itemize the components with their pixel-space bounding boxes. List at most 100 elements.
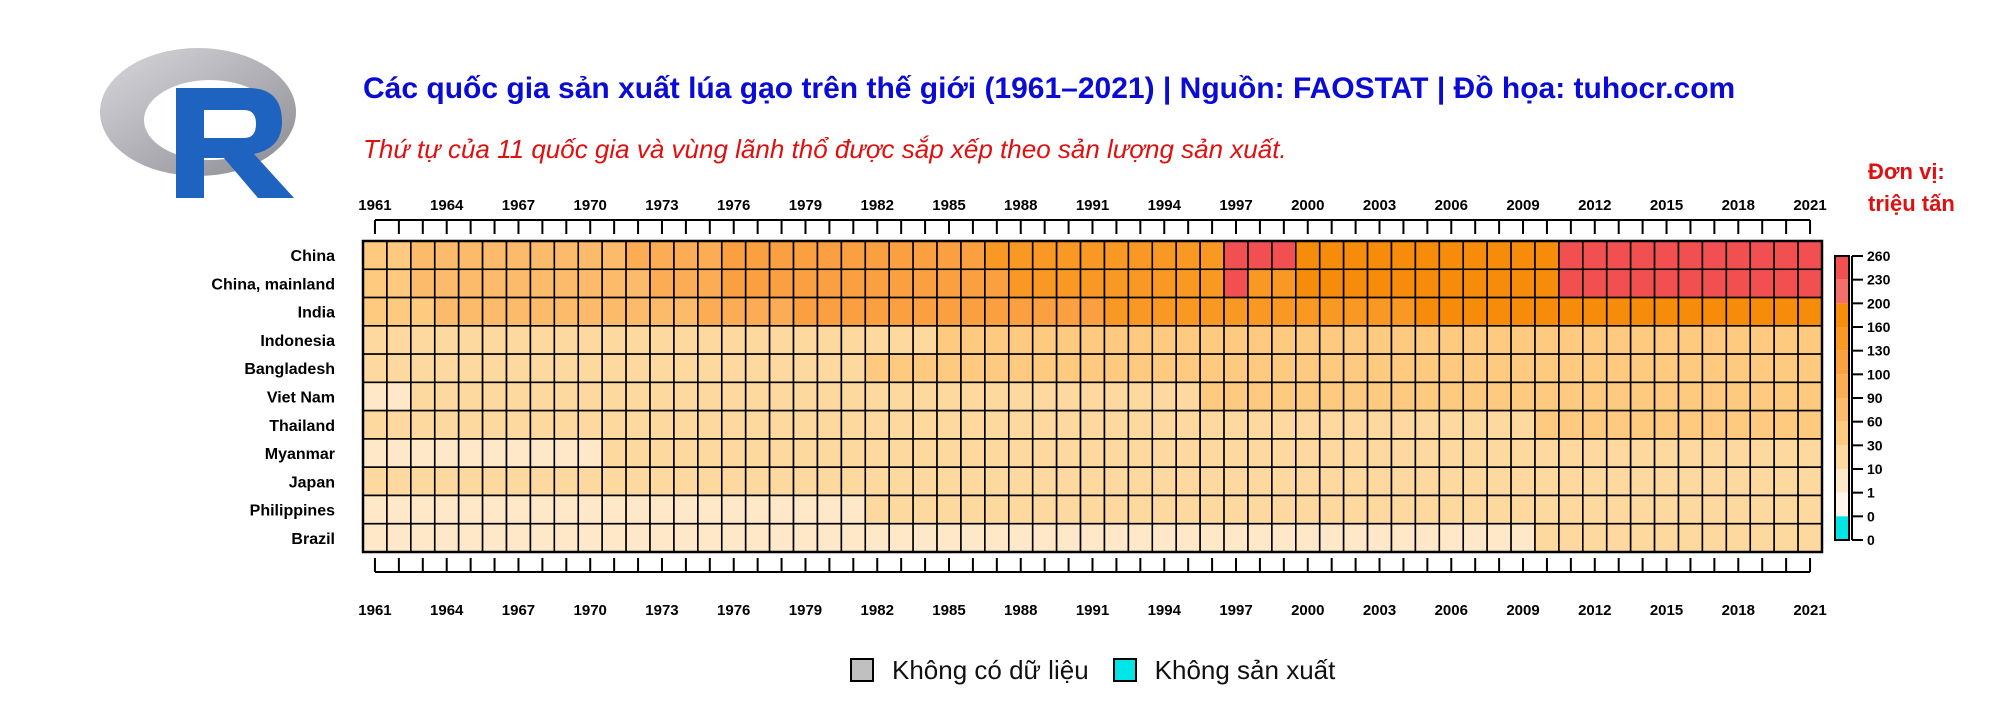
heatmap-cell [1295,353,1321,384]
heatmap-cell [768,268,795,299]
heatmap-cell [1223,296,1249,327]
heatmap-cell [1582,296,1608,327]
heatmap-cell [984,438,1010,468]
heatmap-cell [1390,409,1417,440]
heatmap-cell [1725,353,1752,384]
heatmap-cell [577,438,603,468]
heatmap-cell [673,353,699,384]
heatmap-cell [912,494,938,525]
heatmap-cell [1366,353,1393,384]
heatmap-cell [553,381,580,412]
heatmap-cell [936,353,962,384]
heatmap-cell [984,325,1010,355]
heatmap-cell [673,296,699,327]
heatmap-cell [1342,494,1369,525]
heatmap-cell [1318,522,1345,553]
heatmap-cell [936,494,962,525]
bottom-tick-label: 2006 [1435,602,1468,619]
heatmap-cell [481,240,508,271]
scale-tick-label: 260 [1867,248,1891,264]
heatmap-cell [577,409,603,440]
heatmap-cell [1701,381,1728,412]
heatmap-cell [1079,409,1106,440]
bottom-tick-label: 1964 [430,602,464,619]
heatmap-cell [1558,325,1584,355]
heatmap-cell [1175,409,1201,440]
heatmap-cell [1605,325,1632,355]
heatmap-cell [386,296,412,327]
heatmap-cell [362,522,388,553]
heatmap-cell [601,325,627,355]
heatmap-cell [529,409,556,440]
heatmap-cell [1007,240,1034,271]
heatmap-cell [936,466,962,497]
heatmap-cell [673,381,699,412]
heatmap-cell [649,353,675,384]
heatmap-cell [1031,522,1058,553]
heatmap-cell [577,296,603,327]
chart-subtitle: Thứ tự của 11 quốc gia và vùng lãnh thổ … [363,134,1287,164]
heatmap-cell [1103,296,1130,327]
heatmap-cell [1175,522,1201,553]
heatmap-cell [505,240,532,271]
heatmap-cell [792,381,819,412]
heatmap-cell [840,296,867,327]
heatmap-cell [1175,240,1201,271]
heatmap-cell [1534,466,1560,497]
heatmap-cell [1247,466,1273,497]
heatmap-cell [768,353,795,384]
heatmap-cell [960,353,986,384]
heatmap-cell [481,268,508,299]
heatmap-cell [744,240,771,271]
heatmap-cell [673,466,699,497]
heatmap-cell [697,296,723,327]
heatmap-cell [1414,325,1441,355]
heatmap-cell [1295,466,1321,497]
heatmap-cell [1390,522,1417,553]
heatmap-cell [553,466,580,497]
heatmap-cell [1677,494,1704,525]
heatmap-cell [960,522,986,553]
heatmap-cell [1677,522,1704,553]
heatmap-cell [601,494,627,525]
heatmap-cell [912,268,938,299]
heatmap-cell [1295,296,1321,327]
scale-tick-label: 0 [1867,532,1875,548]
heatmap-cell [1271,240,1297,271]
heatmap-cell [1007,353,1034,384]
bottom-tick-label: 2000 [1291,602,1324,619]
heatmap-cell [1582,494,1608,525]
heatmap-cell [1773,353,1799,384]
heatmap-cell [673,438,699,468]
heatmap-cell [1749,466,1775,497]
heatmap-cell [1558,409,1584,440]
heatmap-cell [553,494,580,525]
row-label: Thailand [269,418,335,435]
heatmap-cell [1797,409,1823,440]
heatmap-cell [673,325,699,355]
heatmap-cell [1366,268,1393,299]
heatmap-cell [1031,296,1058,327]
heatmap-cell [1151,381,1178,412]
row-label: India [298,305,335,322]
heatmap-cell [960,296,986,327]
row-label: Myanmar [265,446,335,463]
heatmap-cell [553,268,580,299]
heatmap-cell [649,438,675,468]
heatmap-cell [1605,296,1632,327]
heatmap-cell [457,268,484,299]
heatmap-cell [1438,240,1465,271]
heatmap-cell [362,240,388,271]
heatmap-cell [1295,494,1321,525]
heatmap-cell [505,381,532,412]
heatmap-cell [433,409,460,440]
heatmap-cell [433,381,460,412]
heatmap-cell [1558,268,1584,299]
heatmap-cell [529,381,556,412]
heatmap-cell [1438,438,1465,468]
heatmap-cell [1462,409,1488,440]
heatmap-cell [1534,381,1560,412]
heatmap-cell [960,268,986,299]
heatmap-cell [1271,466,1297,497]
